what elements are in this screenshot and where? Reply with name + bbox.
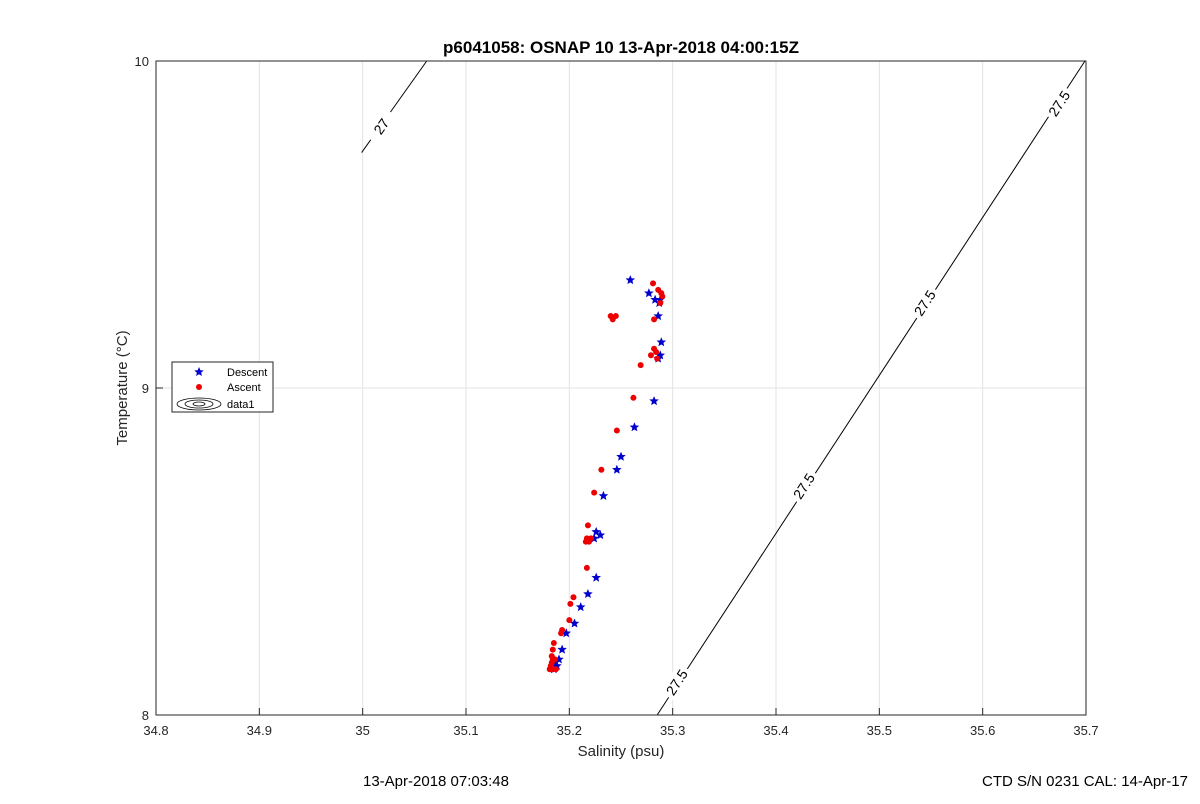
data-point-ascent <box>630 394 637 401</box>
x-tick-label: 35.6 <box>970 723 995 738</box>
data-point-descent <box>612 464 622 474</box>
legend-marker-point-descent <box>194 367 204 377</box>
x-tick-label: 34.8 <box>143 723 168 738</box>
x-tick-label: 34.9 <box>247 723 272 738</box>
data-point-ascent <box>591 489 598 496</box>
footer-timestamp: 13-Apr-2018 07:03:48 <box>363 773 509 790</box>
contour-label-bg <box>787 466 821 506</box>
data-point-ascent <box>657 299 664 306</box>
axis-ticks: 34.8 34.9 35 35.1 35.2 35.3 35.4 35.5 35.6 35.7 8 9… <box>135 54 1099 738</box>
data-point-descent <box>644 288 654 298</box>
data-points <box>546 275 667 674</box>
grid <box>156 61 1086 715</box>
footer-ctd-info: CTD S/N 0231 CAL: 14-Apr-17 <box>982 773 1188 790</box>
data-point-ascent <box>567 600 574 607</box>
x-tick-label: 35.5 <box>867 723 892 738</box>
legend-marker-ascent <box>196 384 202 390</box>
data-point-descent <box>575 602 586 612</box>
data-point-descent <box>591 526 601 536</box>
data-point-ascent <box>583 564 590 571</box>
legend-box <box>171 361 274 413</box>
contour-label-bg <box>364 107 399 146</box>
data-point-ascent <box>613 427 620 434</box>
contour-label-bg <box>907 283 942 323</box>
x-tick-label: 35.4 <box>763 723 788 738</box>
series-ascent <box>546 280 666 673</box>
data-point-descent <box>583 589 593 599</box>
x-axis-label: Salinity (psu) <box>578 743 665 760</box>
data-point-ascent <box>598 466 605 473</box>
chart-title: p6041058: OSNAP 10 13-Apr-2018 04:00:15Z <box>443 38 799 57</box>
legend-label-descent: Descent <box>227 367 267 379</box>
contour-label-bg <box>659 663 694 702</box>
data-point-ascent <box>654 355 661 362</box>
legend-marker-descent <box>194 367 204 377</box>
data-point-descent <box>649 396 659 406</box>
legend-marker-contour <box>176 397 222 411</box>
data-point-ascent <box>653 349 660 356</box>
data-point-descent <box>598 490 609 500</box>
x-tick-label: 35.1 <box>453 723 478 738</box>
x-tick-label: 35.2 <box>557 723 582 738</box>
data-point-descent <box>557 644 567 654</box>
x-tick-label: 35.3 <box>660 723 685 738</box>
contour-label-bg <box>1042 84 1076 123</box>
y-tick-label: 8 <box>142 708 149 723</box>
data-point-ascent <box>552 666 559 673</box>
data-point-descent <box>616 451 626 461</box>
data-point-ascent <box>582 538 589 545</box>
data-point-ascent <box>566 617 573 624</box>
data-point-ascent <box>546 666 553 673</box>
data-point-ascent <box>570 594 577 601</box>
data-point-ascent <box>637 362 644 369</box>
data-point-ascent <box>584 522 591 529</box>
data-point-descent <box>625 275 636 285</box>
data-point-ascent <box>607 313 614 320</box>
legend-label-ascent: Ascent <box>227 382 261 394</box>
x-tick-label: 35 <box>355 723 369 738</box>
data-point-ascent <box>650 280 657 287</box>
data-point-ascent <box>588 535 595 542</box>
data-point-ascent <box>647 352 654 359</box>
data-point-descent <box>629 422 640 432</box>
legend-label-data1: data1 <box>227 399 255 411</box>
series-descent <box>549 275 667 674</box>
data-point-ascent <box>659 293 666 300</box>
legend-marker-point-ascent <box>196 384 202 390</box>
x-tick-label: 35.7 <box>1073 723 1098 738</box>
y-axis-label: Temperature (°C) <box>114 330 131 445</box>
y-tick-label: 9 <box>142 381 149 396</box>
data-point-ascent <box>550 640 557 647</box>
data-point-ascent <box>549 646 556 653</box>
legend[interactable]: Descent Ascent data1 <box>171 361 274 413</box>
data-point-ascent <box>651 316 658 323</box>
data-point-descent <box>656 337 667 347</box>
y-tick-label: 10 <box>135 54 149 69</box>
data-point-ascent <box>558 630 565 637</box>
contour-line-27-5 <box>656 60 1086 716</box>
data-point-descent <box>591 572 601 582</box>
